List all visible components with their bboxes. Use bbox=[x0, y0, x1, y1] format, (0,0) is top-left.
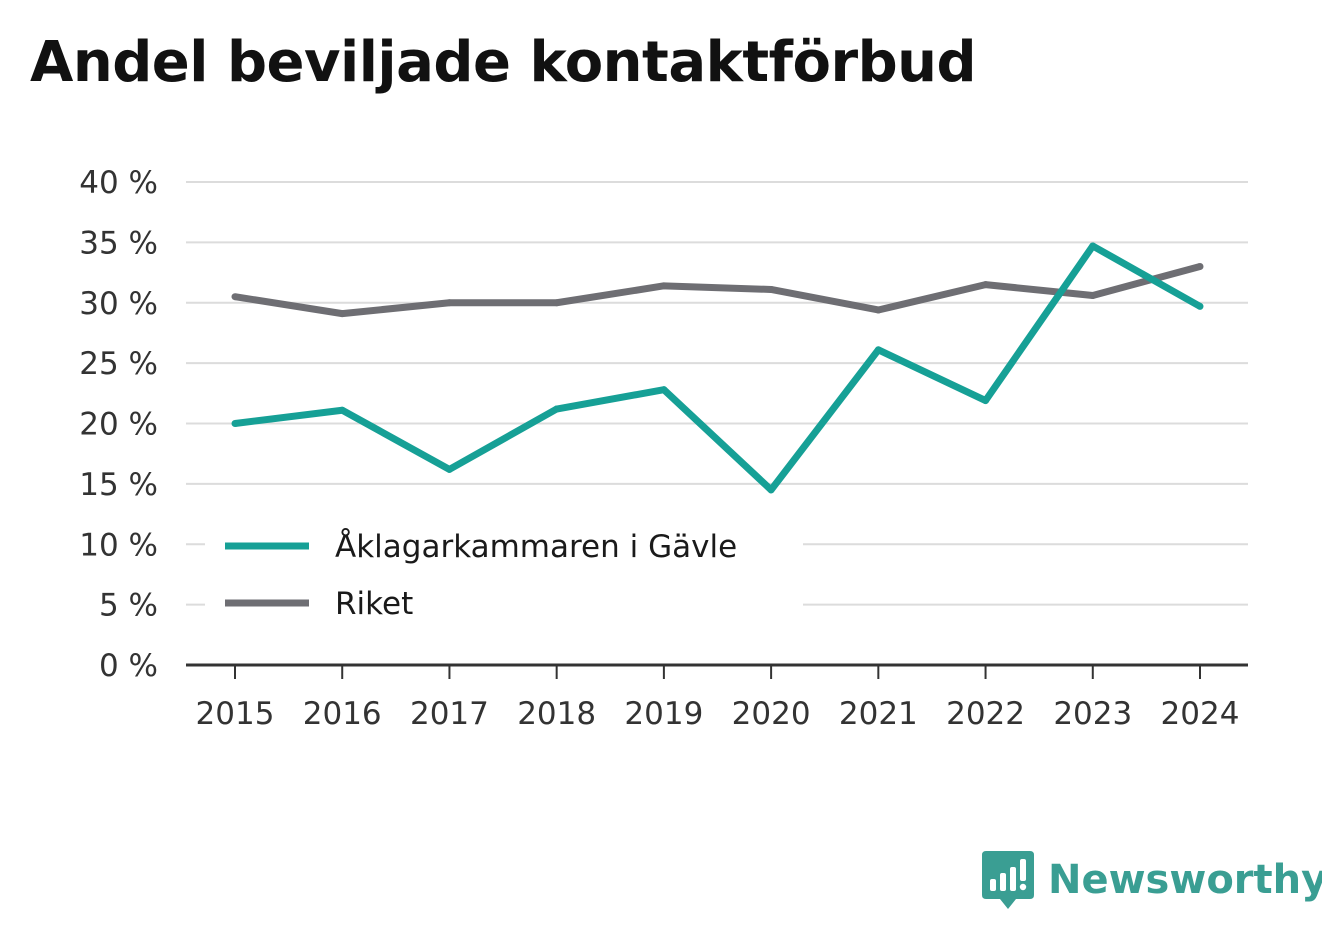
y-tick-label: 15 % bbox=[79, 467, 158, 503]
data-point bbox=[231, 420, 239, 427]
data-point bbox=[982, 397, 990, 405]
brand-name: Newsworthy bbox=[1048, 857, 1322, 903]
x-tick-label: 2023 bbox=[1053, 696, 1132, 732]
data-point bbox=[660, 386, 668, 394]
x-tick-label: 2016 bbox=[303, 696, 382, 732]
x-tick-label: 2017 bbox=[410, 696, 489, 732]
data-point bbox=[1196, 263, 1204, 271]
series-line-0 bbox=[234, 242, 1202, 494]
data-point bbox=[1089, 292, 1097, 300]
data-point bbox=[338, 310, 346, 318]
data-point bbox=[982, 281, 990, 289]
data-point bbox=[445, 465, 453, 473]
y-tick-label: 35 % bbox=[79, 225, 158, 261]
data-point bbox=[1196, 302, 1204, 310]
data-point bbox=[660, 282, 668, 290]
series-line-1 bbox=[234, 263, 1201, 318]
y-tick-label: 20 % bbox=[79, 407, 158, 443]
x-tick-label: 2022 bbox=[946, 696, 1025, 732]
legend-label: Riket bbox=[335, 586, 413, 622]
data-point bbox=[338, 406, 346, 414]
x-axis-ticks: 2015 2016 2017 2018 2019 2020 2021 2022 2023 2024 bbox=[196, 665, 1240, 732]
y-tick-label: 10 % bbox=[79, 527, 158, 563]
chart-title: Andel beviljade kontaktförbud bbox=[30, 30, 977, 95]
line-chart: 0 %5 %10 %15 %20 %25 %30 %35 %40 % 2015 2… bbox=[79, 165, 1248, 732]
data-point bbox=[874, 346, 882, 354]
x-tick-label: 2020 bbox=[732, 696, 811, 732]
legend: Åklagarkammaren i Gävle Riket bbox=[225, 529, 737, 622]
x-tick-label: 2021 bbox=[839, 696, 918, 732]
data-point bbox=[445, 299, 453, 307]
brand-logo: Newsworthy bbox=[980, 850, 1322, 910]
y-tick-label: 40 % bbox=[79, 165, 158, 201]
data-point bbox=[767, 486, 775, 494]
legend-background bbox=[205, 520, 803, 636]
y-tick-label: 25 % bbox=[79, 346, 158, 382]
x-tick-label: 2019 bbox=[624, 696, 703, 732]
data-point bbox=[231, 293, 239, 301]
y-tick-label: 5 % bbox=[99, 588, 158, 624]
x-tick-label: 2024 bbox=[1161, 696, 1240, 732]
data-point bbox=[767, 285, 775, 293]
newsworthy-logo-icon bbox=[982, 851, 1034, 909]
series-lines bbox=[231, 242, 1204, 494]
x-tick-label: 2015 bbox=[196, 696, 275, 732]
data-point bbox=[553, 299, 561, 307]
y-axis-ticks: 0 % 5 % 10 % 15 % 20 % 25 % 30 % 35 % 40 % bbox=[79, 165, 158, 684]
data-point bbox=[874, 306, 882, 314]
y-tick-label: 30 % bbox=[79, 286, 158, 322]
x-tick-label: 2018 bbox=[517, 696, 596, 732]
legend-label: Åklagarkammaren i Gävle bbox=[335, 529, 737, 565]
data-point bbox=[553, 405, 561, 413]
y-tick-label: 0 % bbox=[99, 648, 158, 684]
data-point bbox=[1089, 242, 1097, 250]
